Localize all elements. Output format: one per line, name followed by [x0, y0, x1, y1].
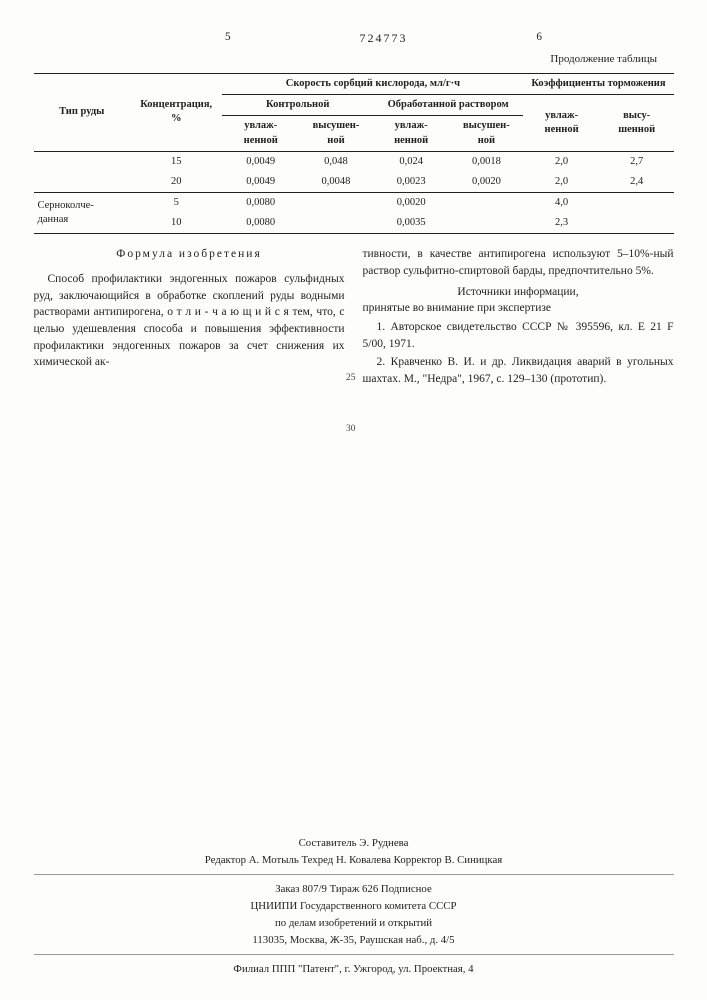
- cell: 0,0018: [449, 151, 523, 172]
- table-row: Серноколче- данная 5 0,0080 0,0020 4,0: [34, 193, 674, 214]
- cell: [449, 213, 523, 234]
- header-row: 5 724773 6: [30, 30, 677, 46]
- right-paragraph-1: тивности, в качестве антипирогена исполь…: [363, 246, 674, 279]
- cell: [600, 193, 674, 214]
- footer-rule-1: [34, 874, 674, 875]
- th-treated: Обработанной раствором: [373, 95, 523, 116]
- cell: 0,0080: [222, 193, 298, 214]
- footer-rule-2: [34, 954, 674, 955]
- table-row: 15 0,0049 0,048 0,024 0,0018 2,0 2,7: [34, 151, 674, 172]
- source-1: 1. Авторское свидетельство СССР № 395596…: [363, 319, 674, 352]
- th-kw: увлаж- ненной: [222, 116, 298, 151]
- footer-line-3: Заказ 807/9 Тираж 626 Подписное: [0, 881, 707, 898]
- sources-heading-1: Источники информации,: [363, 284, 674, 301]
- cell: 2,4: [600, 172, 674, 193]
- sources-heading-2: принятые во внимание при экспертизе: [363, 300, 674, 317]
- data-table: Тип руды Концентрация, % Скорость сорбци…: [34, 73, 674, 234]
- th-td: высу- шенной: [600, 95, 674, 152]
- table-row: 20 0,0049 0,0048 0,0023 0,0020 2,0 2,4: [34, 172, 674, 193]
- cell: 0,0020: [373, 193, 449, 214]
- cell: [34, 172, 130, 193]
- cell: 2,3: [523, 213, 599, 234]
- line-number-25: 25: [346, 372, 356, 385]
- cell: 0,0023: [373, 172, 449, 193]
- cell: 4,0: [523, 193, 599, 214]
- cell: 10: [130, 213, 223, 234]
- cell: [600, 213, 674, 234]
- cell: 2,0: [523, 151, 599, 172]
- footer: Составитель Э. Руднева Редактор А. Мотыл…: [0, 835, 707, 978]
- cell: [299, 213, 373, 234]
- th-type: Тип руды: [34, 74, 130, 152]
- footer-line-2: Редактор А. Мотыль Техред Н. Ковалева Ко…: [0, 852, 707, 869]
- footer-line-7: Филиал ППП "Патент", г. Ужгород, ул. Про…: [0, 961, 707, 978]
- body-columns: Формула изобретения Способ профилактики …: [34, 246, 674, 387]
- cell: 2,7: [600, 151, 674, 172]
- left-paragraph: Способ профилактики эндогенных пожаров с…: [34, 271, 345, 371]
- formula-title: Формула изобретения: [116, 248, 261, 260]
- line-number-30: 30: [346, 423, 356, 436]
- page-num-left: 5: [30, 30, 306, 46]
- cell: 0,0080: [222, 213, 298, 234]
- left-column: Формула изобретения Способ профилактики …: [34, 246, 345, 387]
- cell: 15: [130, 151, 223, 172]
- th-od: высушен- ной: [449, 116, 523, 151]
- th-conc: Концентрация, %: [130, 74, 223, 152]
- table-row: 10 0,0080 0,0035 2,3: [34, 213, 674, 234]
- th-sorption: Скорость сорбций кислорода, мл/г·ч: [222, 74, 523, 95]
- th-tw: увлаж- ненной: [523, 95, 599, 152]
- patent-number: 724773: [306, 30, 462, 46]
- footer-line-4: ЦНИИПИ Государственного комитета СССР: [0, 898, 707, 915]
- right-column: тивности, в качестве антипирогена исполь…: [363, 246, 674, 387]
- cell: 0,024: [373, 151, 449, 172]
- cell: 0,0020: [449, 172, 523, 193]
- cell: [34, 151, 130, 172]
- cell: 0,0049: [222, 172, 298, 193]
- cell: 0,0048: [299, 172, 373, 193]
- footer-line-1: Составитель Э. Руднева: [0, 835, 707, 852]
- th-control: Контрольной: [222, 95, 372, 116]
- cell: 0,048: [299, 151, 373, 172]
- cell: [299, 193, 373, 214]
- cell: [449, 193, 523, 214]
- page-num-right: 6: [461, 30, 677, 46]
- footer-line-6: 113035, Москва, Ж-35, Раушская наб., д. …: [0, 932, 707, 949]
- cell: 0,0035: [373, 213, 449, 234]
- th-kd: высушен- ной: [299, 116, 373, 151]
- cell: 20: [130, 172, 223, 193]
- cell-type: Серноколче- данная: [34, 193, 130, 234]
- cell: 0,0049: [222, 151, 298, 172]
- th-coeff: Коэффициенты торможения: [523, 74, 673, 95]
- cell: 5: [130, 193, 223, 214]
- continuation-label: Продолжение таблицы: [30, 52, 657, 67]
- page: 5 724773 6 Продолжение таблицы Тип руды …: [0, 0, 707, 1000]
- source-2: 2. Кравченко В. И. и др. Ликвидация авар…: [363, 354, 674, 387]
- footer-line-5: по делам изобретений и открытий: [0, 915, 707, 932]
- cell: 2,0: [523, 172, 599, 193]
- th-ow: увлаж- ненной: [373, 116, 449, 151]
